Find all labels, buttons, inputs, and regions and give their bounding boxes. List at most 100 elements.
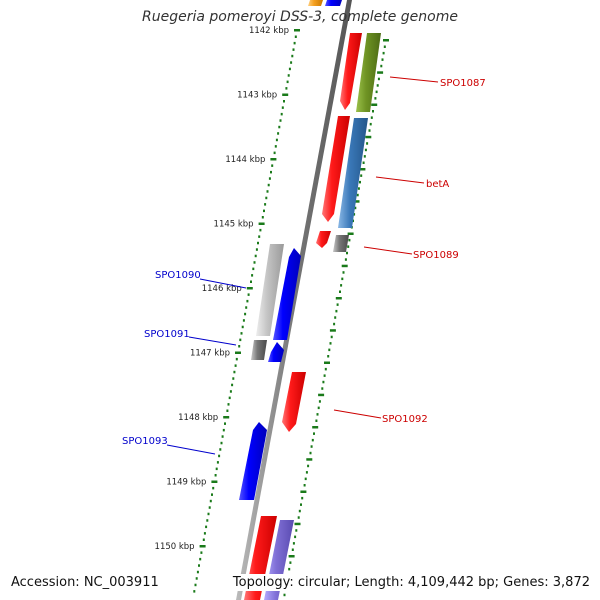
tick-label: 1149 kbp [166,478,206,488]
minor-tick [344,258,347,261]
minor-tick [227,403,230,406]
minor-tick [293,41,296,45]
minor-tick [199,557,202,561]
minor-tick [301,496,304,500]
minor-tick [203,532,206,535]
minor-tick [226,409,229,412]
minor-tick [324,367,327,371]
major-tick [282,93,289,96]
gene-orange-partial [308,0,323,6]
minor-tick [244,312,247,316]
minor-tick [341,277,344,281]
minor-tick [333,322,336,326]
minor-tick [271,164,274,167]
major-tick [359,168,366,171]
major-tick [312,426,319,429]
minor-tick [374,97,377,100]
minor-tick [305,471,308,474]
minor-tick [278,125,281,129]
minor-tick [281,106,284,109]
major-tick [324,361,330,364]
minor-tick [247,293,250,296]
minor-tick [283,100,285,103]
minor-tick [224,422,226,425]
minor-tick [257,241,259,245]
minor-tick [268,177,271,180]
minor-tick [356,193,359,197]
minor-tick [208,506,211,509]
minor-tick [228,396,231,400]
minor-tick [220,441,223,445]
genome-title: Ruegeria pomeroyi DSS-3, complete genome [142,9,458,25]
minor-tick [222,428,225,432]
minor-tick [254,254,257,258]
minor-tick [253,261,256,264]
genome-backbone [236,0,352,600]
gene-label-spo1090[interactable]: SPO1090 [155,270,201,281]
major-tick [353,200,360,203]
major-tick [300,490,307,493]
minor-tick [309,451,312,455]
minor-tick [300,503,302,506]
minor-tick [279,119,282,122]
minor-tick [315,419,318,422]
minor-tick [376,84,379,87]
minor-tick [231,383,234,387]
minor-tick [241,325,244,329]
gene-labels: SPO1087 betA SPO1089 SPO1090 SPO1091 SPO… [122,78,486,447]
major-tick [306,458,313,461]
minor-tick [323,374,326,377]
genome-summary: Topology: circular; Length: 4,109,442 bp… [230,574,592,591]
minor-tick [298,509,301,513]
minor-tick [382,51,385,55]
minor-tick [346,251,348,255]
major-tick [365,135,372,139]
tick-label: 1145 kbp [214,220,254,230]
minor-tick [202,538,205,541]
gene-label-beta[interactable]: betA [426,179,449,190]
minor-tick [267,183,270,187]
minor-tick [291,548,294,551]
minor-tick [246,299,249,303]
gene-label-spo1087[interactable]: SPO1087 [440,78,486,89]
minor-tick [196,570,199,574]
minor-tick [275,138,278,142]
minor-tick [287,74,290,77]
minor-tick [198,564,200,567]
minor-tick [329,342,332,345]
major-tick [335,297,342,300]
tick-label: 1148 kbp [178,413,218,423]
minor-tick [285,87,288,90]
minor-tick [342,271,345,274]
minor-tick [193,590,196,593]
minor-tick [205,525,208,529]
minor-tick [303,484,306,487]
tick-label: 1143 kbp [237,91,277,101]
major-tick [383,39,389,42]
minor-tick [289,561,292,564]
minor-tick [277,132,280,135]
minor-tick [336,303,339,306]
minor-tick [294,535,297,539]
gene-spo1087 [356,33,381,112]
gene-label-spo1091[interactable]: SPO1091 [144,329,190,340]
minor-tick [263,209,265,213]
minor-tick [311,438,314,442]
major-tick [294,29,300,32]
minor-tick [258,235,261,238]
minor-tick [195,577,198,580]
minor-tick [375,90,378,94]
gene-label-spo1093[interactable]: SPO1093 [122,436,168,447]
gene-label-spo1089[interactable]: SPO1089 [413,250,459,261]
minor-tick [316,413,319,416]
tick-label: 1150 kbp [155,542,195,552]
gene-label-spo1092[interactable]: SPO1092 [382,414,428,425]
minor-tick [265,196,268,200]
minor-tick [273,151,276,155]
minor-tick [327,355,330,358]
scale-tick-labels: 1142 kbp 1143 kbp 1144 kbp 1145 kbp 1146 kbp… [155,26,289,552]
minor-tick [291,54,294,58]
minor-tick [377,77,380,81]
gene-spo1092 [282,372,306,432]
